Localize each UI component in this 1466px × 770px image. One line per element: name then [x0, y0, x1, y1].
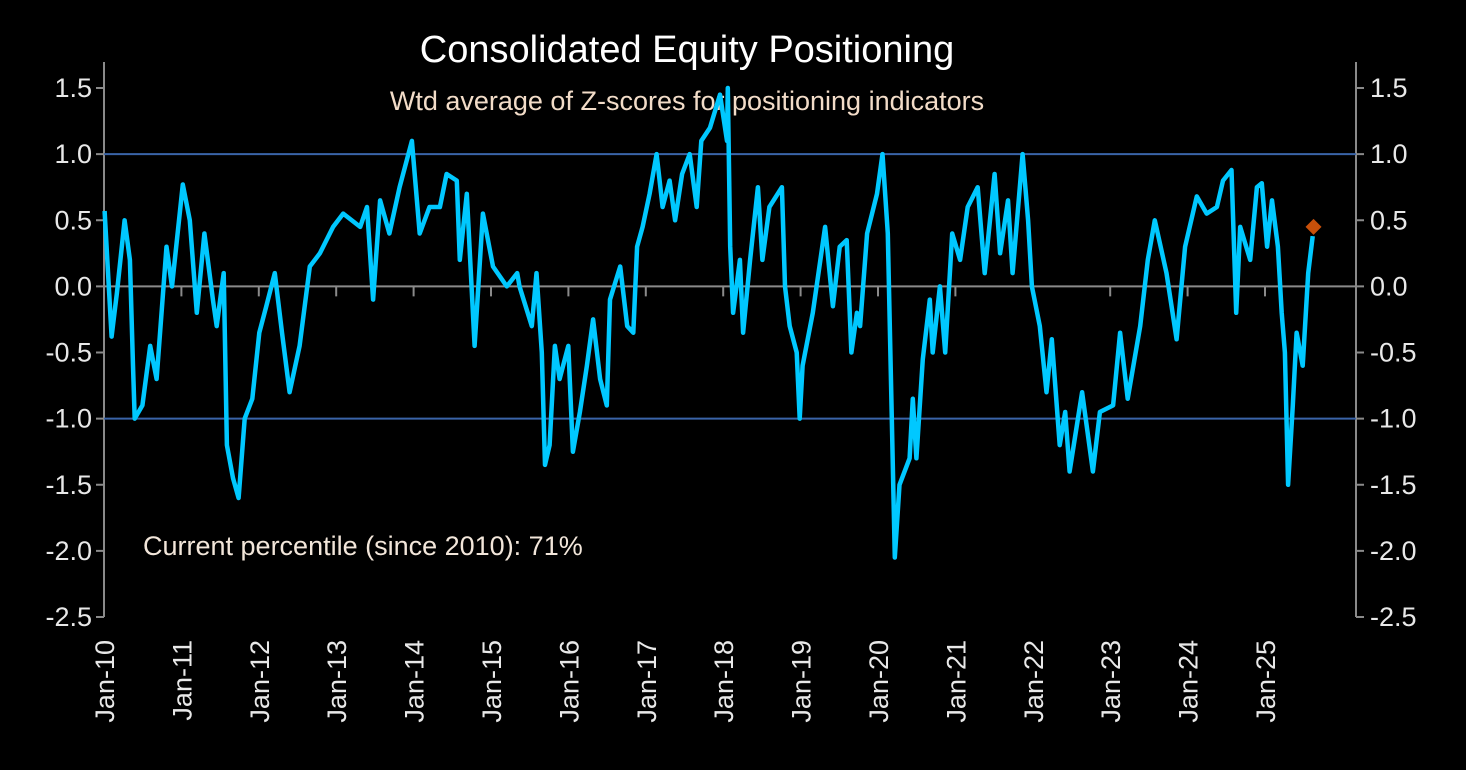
right-y-tick-label: -1.5 — [1370, 470, 1417, 500]
right-y-tick-label: 0.0 — [1370, 271, 1408, 301]
left-y-tick-label: 0.0 — [54, 271, 92, 301]
x-tick-label: Jan-21 — [941, 640, 971, 723]
x-tick-label: Jan-22 — [1019, 640, 1049, 723]
x-tick-label: Jan-24 — [1174, 640, 1204, 723]
left-y-tick-label: -2.5 — [45, 602, 92, 632]
left-y-tick-label: -1.5 — [45, 470, 92, 500]
x-tick-label: Jan-16 — [554, 640, 584, 723]
left-y-tick-label: 1.5 — [54, 73, 92, 103]
x-tick-label: Jan-15 — [477, 640, 507, 723]
x-tick-label: Jan-14 — [400, 640, 430, 723]
x-tick-label: Jan-12 — [245, 640, 275, 723]
right-y-tick-label: 0.5 — [1370, 205, 1408, 235]
x-tick-label: Jan-11 — [167, 640, 197, 721]
percentile-annotation: Current percentile (since 2010): 71% — [143, 531, 583, 561]
x-tick-label: Jan-23 — [1096, 640, 1126, 723]
x-tick-label: Jan-13 — [322, 640, 352, 723]
left-y-tick-label: -1.0 — [45, 404, 92, 434]
x-tick-label: Jan-19 — [787, 640, 817, 723]
right-y-tick-label: 1.5 — [1370, 73, 1408, 103]
x-tick-label: Jan-20 — [864, 640, 894, 723]
positioning-series-line — [102, 85, 1315, 560]
right-y-tick-label: -2.5 — [1370, 602, 1417, 632]
chart-subtitle: Wtd average of Z-scores for positioning … — [390, 86, 984, 116]
current-value-marker — [1305, 218, 1322, 235]
right-y-tick-label: 1.0 — [1370, 139, 1408, 169]
x-tick-label: Jan-17 — [632, 640, 662, 723]
left-y-tick-label: -0.5 — [45, 338, 92, 368]
right-y-tick-label: -1.0 — [1370, 404, 1417, 434]
left-y-tick-label: 1.0 — [54, 139, 92, 169]
x-tick-label: Jan-25 — [1251, 640, 1281, 723]
right-y-tick-label: -2.0 — [1370, 536, 1417, 566]
chart-title: Consolidated Equity Positioning — [420, 29, 954, 71]
right-y-tick-label: -0.5 — [1370, 338, 1417, 368]
left-y-tick-label: -2.0 — [45, 536, 92, 566]
x-tick-label: Jan-10 — [90, 640, 120, 723]
x-tick-label: Jan-18 — [709, 640, 739, 723]
left-y-tick-label: 0.5 — [54, 205, 92, 235]
